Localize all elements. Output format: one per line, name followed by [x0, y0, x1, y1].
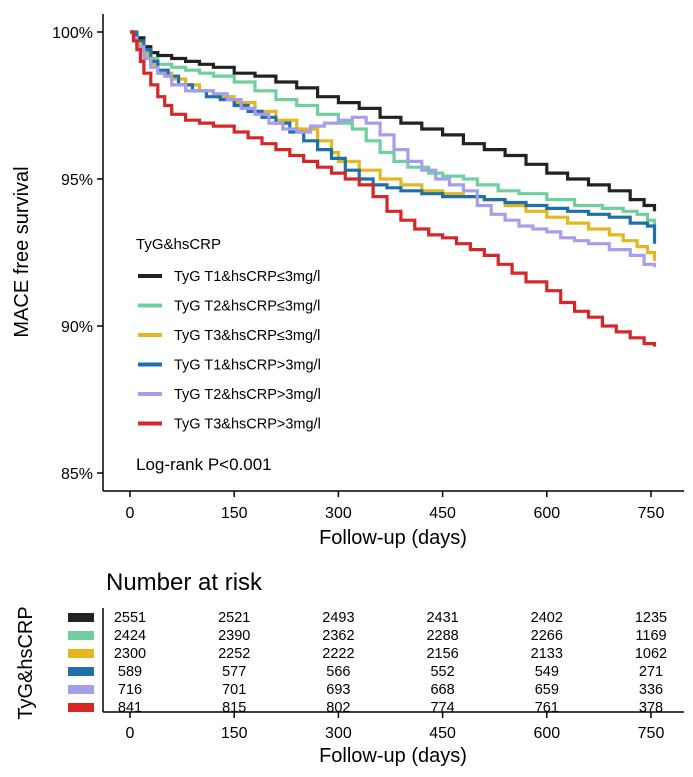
risk-cell: 2431 — [426, 610, 458, 626]
risk-table-x-ticks: 0 150 300 450 600 750 — [126, 712, 665, 742]
log-rank-annotation: Log-rank P<0.001 — [136, 455, 272, 474]
risk-cell: 2402 — [531, 610, 563, 626]
risk-table-ylabel: TyG&hsCRP — [15, 606, 37, 719]
risk-cell: 774 — [430, 700, 454, 716]
risk-cell: 659 — [535, 682, 559, 698]
risk-cell: 2133 — [531, 646, 563, 662]
risk-cell: 693 — [326, 682, 350, 698]
risk-table-title: Number at risk — [106, 569, 263, 596]
legend-label: TyG T1&hsCRP>3mg/l — [174, 358, 321, 374]
survival-curve-4 — [130, 30, 657, 244]
legend-label: TyG T3&hsCRP>3mg/l — [174, 417, 321, 433]
risk-cell: 2424 — [114, 628, 146, 644]
risk-cell: 2362 — [322, 628, 354, 644]
risk-cell: 802 — [326, 700, 350, 716]
risk-cell: 761 — [535, 700, 559, 716]
risk-row-swatch — [68, 667, 94, 676]
risk-cell: 815 — [222, 700, 246, 716]
x-tick-label: 750 — [638, 505, 665, 522]
risk-cell: 2493 — [322, 610, 354, 626]
y-tick-label: 100% — [52, 25, 93, 42]
risk-row-swatch — [68, 703, 94, 712]
legend-items: TyG T1&hsCRP≤3mg/l TyG T2&hsCRP≤3mg/l TyG … — [138, 269, 321, 433]
risk-cell: 2521 — [218, 610, 250, 626]
risk-cell: 589 — [118, 664, 142, 680]
y-tick-label: 95% — [61, 172, 93, 189]
risk-cell: 271 — [639, 664, 663, 680]
risk-table-swatches — [68, 613, 94, 712]
risk-table-xlabel: Follow-up (days) — [319, 745, 467, 767]
risk-cell: 552 — [430, 664, 454, 680]
risk-cell: 701 — [222, 682, 246, 698]
x-tick-label: 300 — [325, 505, 352, 522]
y-axis-label: MACE free survival — [11, 166, 33, 337]
risk-table: Number at risk TyG&hsCRP 2551 2521 2493 243… — [15, 569, 684, 767]
risk-row-swatch — [68, 631, 94, 640]
legend-title: TyG&hsCRP — [136, 236, 221, 253]
risk-cell: 2266 — [531, 628, 563, 644]
risk-cell: 841 — [118, 700, 142, 716]
risk-cell: 2288 — [426, 628, 458, 644]
risk-x-tick-label: 750 — [638, 725, 665, 742]
risk-cell: 1062 — [635, 646, 667, 662]
survival-curve-1 — [130, 30, 657, 212]
risk-row-swatch — [68, 613, 94, 622]
y-tick-label: 85% — [61, 466, 93, 483]
risk-cell: 336 — [639, 682, 663, 698]
risk-row-swatch — [68, 649, 94, 658]
x-tick-label: 0 — [126, 505, 135, 522]
legend-label: TyG T3&hsCRP≤3mg/l — [174, 328, 320, 344]
legend-label: TyG T1&hsCRP≤3mg/l — [174, 269, 320, 285]
risk-cell: 566 — [326, 664, 350, 680]
km-curves — [130, 30, 657, 347]
x-tick-label: 450 — [429, 505, 456, 522]
x-axis-label: Follow-up (days) — [319, 527, 467, 549]
survival-curve-6 — [130, 30, 657, 347]
risk-cell: 2156 — [426, 646, 458, 662]
risk-cell: 2390 — [218, 628, 250, 644]
risk-x-tick-label: 600 — [533, 725, 560, 742]
km-plot: 85% 90% 95% 100% 0 150 300 450 600 750 MACE free… — [11, 14, 684, 549]
risk-x-tick-label: 150 — [221, 725, 248, 742]
risk-row-swatch — [68, 685, 94, 694]
risk-cell: 2551 — [114, 610, 146, 626]
y-ticks: 85% 90% 95% 100% — [52, 25, 103, 483]
risk-cell: 2222 — [322, 646, 354, 662]
risk-x-tick-label: 300 — [325, 725, 352, 742]
risk-cell: 2252 — [218, 646, 250, 662]
legend-label: TyG T2&hsCRP>3mg/l — [174, 387, 321, 403]
risk-cell: 716 — [118, 682, 142, 698]
risk-cell: 1169 — [635, 628, 666, 644]
legend: TyG&hsCRP TyG T1&hsCRP≤3mg/l TyG T2&hsCRP… — [136, 236, 321, 433]
risk-x-tick-label: 450 — [429, 725, 456, 742]
x-ticks: 0 150 300 450 600 750 — [126, 491, 665, 522]
x-tick-label: 600 — [533, 505, 560, 522]
survival-curve-3 — [130, 30, 657, 262]
risk-cell: 2300 — [114, 646, 146, 662]
risk-cell: 378 — [639, 700, 663, 716]
legend-label: TyG T2&hsCRP≤3mg/l — [174, 299, 320, 315]
survival-curve-5 — [130, 30, 657, 268]
survival-curve-2 — [130, 30, 657, 226]
y-tick-label: 90% — [61, 319, 93, 336]
risk-table-cells: 2551 2521 2493 2431 2402 1235 2424 2390 2362 2288… — [114, 610, 667, 716]
risk-cell: 668 — [430, 682, 454, 698]
risk-cell: 549 — [535, 664, 559, 680]
risk-x-tick-label: 0 — [126, 725, 135, 742]
x-tick-label: 150 — [221, 505, 248, 522]
risk-cell: 577 — [222, 664, 246, 680]
risk-cell: 1235 — [635, 610, 667, 626]
